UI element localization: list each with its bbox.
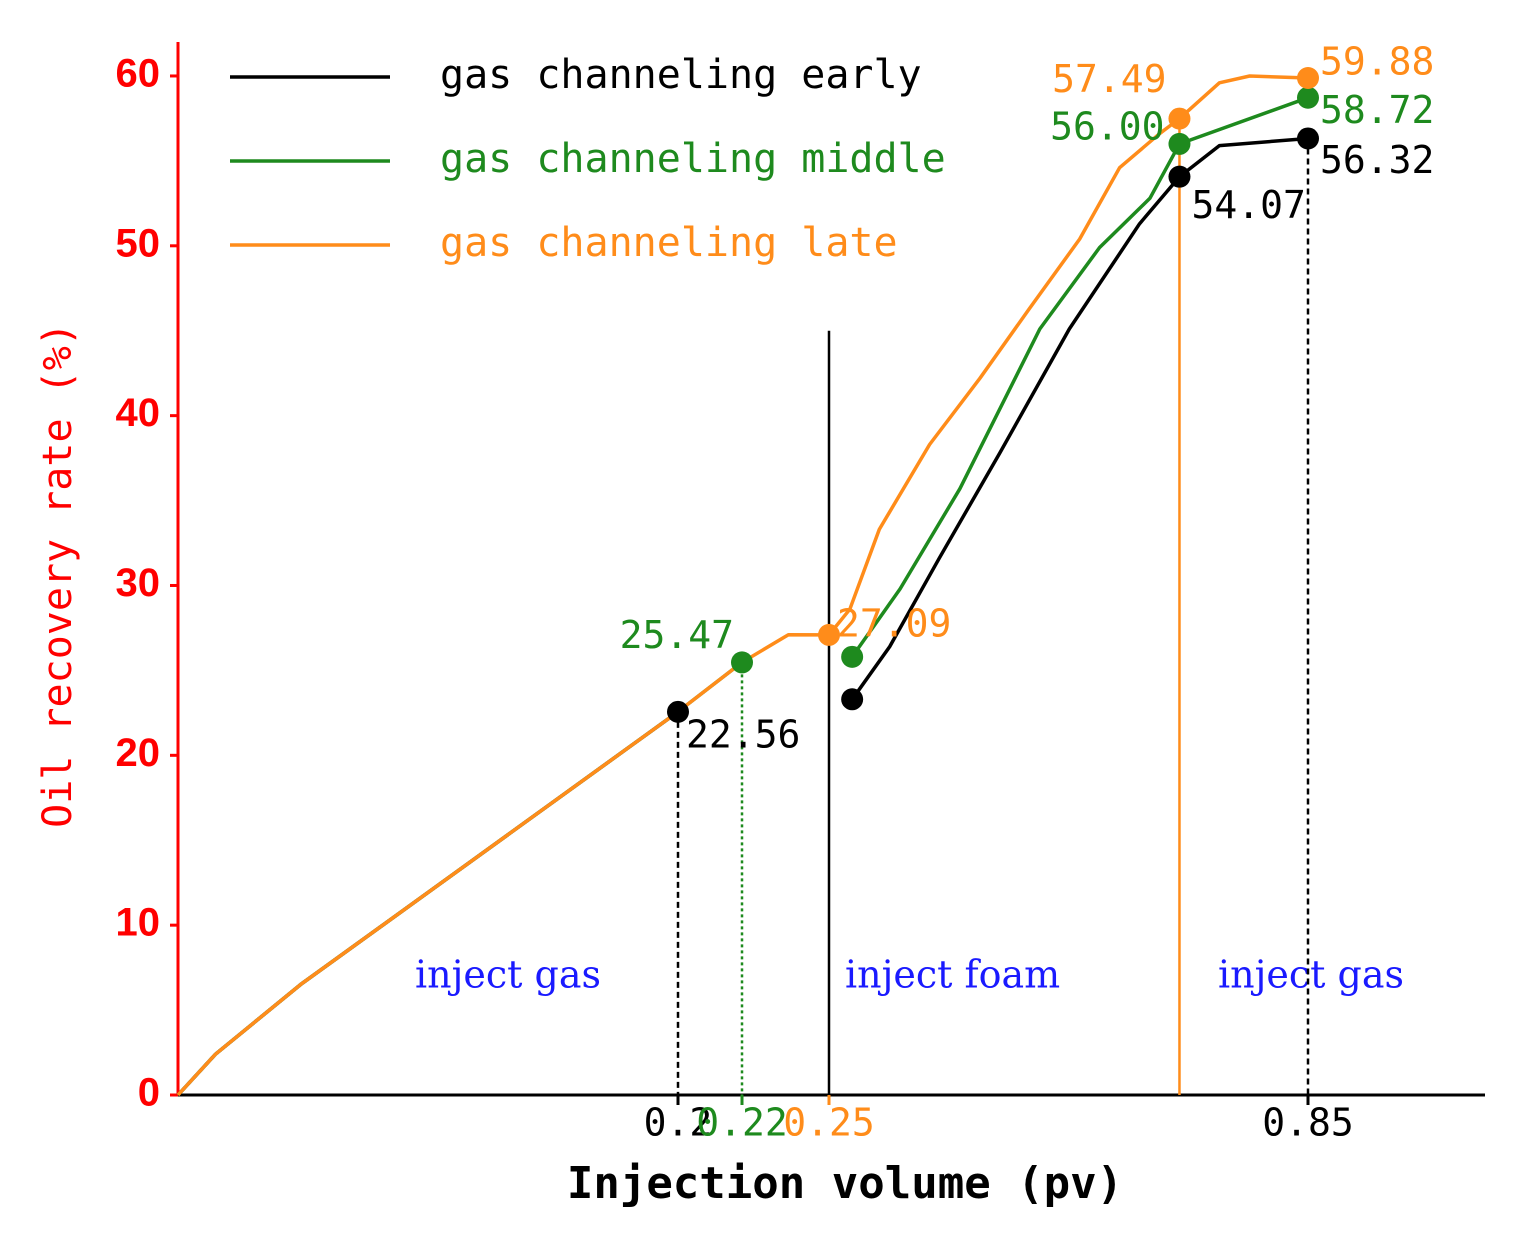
x-tick-label: 0.25 [783,1101,875,1145]
data-point [841,688,864,711]
y-tick-label: 20 [116,731,161,775]
y-tick-label: 0 [138,1071,160,1115]
data-point [731,651,753,674]
data-point [818,623,840,646]
data-label: 54.07 [1191,183,1305,227]
y-tick-label: 10 [116,901,161,945]
data-point [1297,86,1319,109]
data-point [1168,165,1191,188]
data-label: 57.49 [1052,57,1166,101]
phase-annotation: inject foam [845,953,1060,997]
legend-label: gas channeling middle [440,136,946,182]
x-axis-title: Injection volume (pv) [567,1158,1123,1209]
y-tick-label: 40 [116,391,161,435]
data-label: 56.32 [1320,138,1434,182]
phase-annotation: inject gas [1218,953,1404,997]
data-label: 22.56 [686,712,800,756]
y-tick-label: 50 [116,221,161,265]
data-point [1297,127,1319,150]
legend-label: gas channeling late [440,220,898,266]
data-point [1297,67,1319,90]
y-tick-label: 30 [116,561,161,605]
x-tick-label: 0.2 [644,1101,713,1145]
data-label: 27.09 [837,601,951,645]
data-point [841,645,864,668]
y-tick-label: 60 [116,52,161,96]
data-label: 58.72 [1320,88,1434,132]
legend-label: gas channeling early [440,52,922,98]
data-point [667,700,689,723]
x-tick-label: 0.85 [1262,1101,1354,1145]
y-axis-title: Oil recovery rate (%) [35,322,81,828]
data-point [1168,107,1191,130]
data-label: 59.88 [1320,40,1434,84]
phase-annotation: inject gas [415,953,601,997]
data-label: 56.00 [1050,104,1164,148]
data-label: 25.47 [620,613,734,657]
x-tick-label: 0.22 [696,1101,788,1145]
data-point [1168,132,1191,155]
